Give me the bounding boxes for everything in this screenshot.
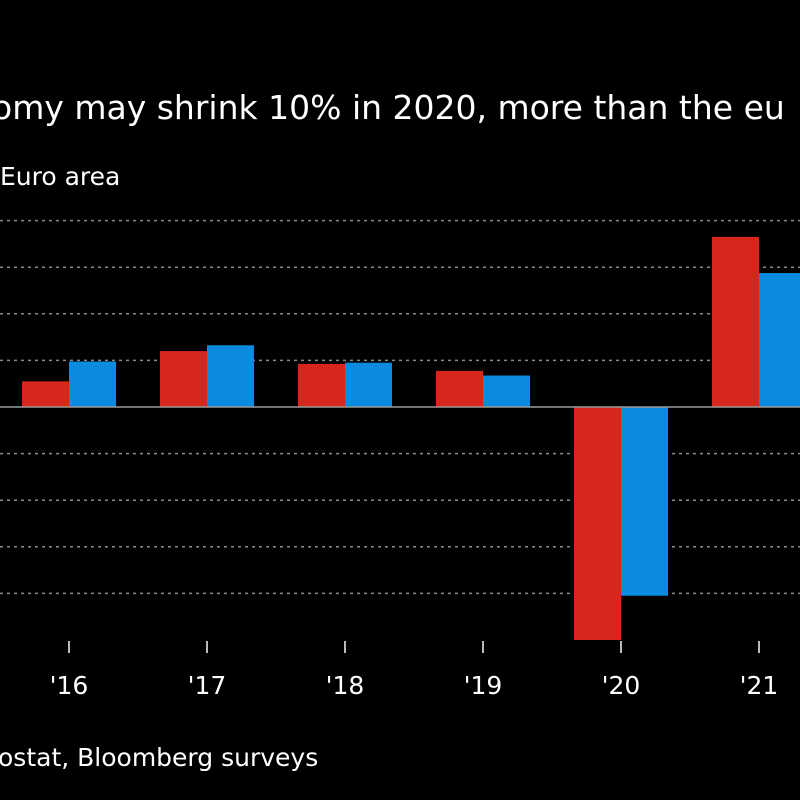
bar-16-series-1 bbox=[69, 361, 116, 407]
x-tick-label: '20 bbox=[602, 671, 641, 700]
x-axis-labels: '16 '17 '18 '19 '20 '21 bbox=[50, 671, 779, 700]
x-tick-label: '16 bbox=[50, 671, 89, 700]
bar-18-series-0 bbox=[298, 363, 345, 407]
bar-17-series-0 bbox=[160, 351, 207, 407]
bar-21-series-1 bbox=[759, 273, 800, 407]
bar-18-series-1 bbox=[345, 362, 392, 407]
legend-entry-euro-area: Euro area bbox=[0, 162, 121, 191]
source-note: ostat, Bloomberg surveys bbox=[0, 743, 319, 772]
bar-17-series-1 bbox=[207, 345, 254, 407]
x-tick-label: '17 bbox=[188, 671, 227, 700]
bar-16-series-0 bbox=[22, 381, 69, 407]
bar-20-series-0 bbox=[574, 407, 621, 640]
bar-20-series-1 bbox=[621, 407, 668, 596]
x-tick-label: '21 bbox=[740, 671, 779, 700]
chart-title: omy may shrink 10% in 2020, more than th… bbox=[0, 88, 785, 127]
bar-21-series-0 bbox=[712, 236, 759, 407]
bar-19-series-1 bbox=[483, 375, 530, 407]
bars bbox=[22, 236, 800, 640]
x-tick-label: '18 bbox=[326, 671, 365, 700]
x-axis-ticks bbox=[68, 641, 760, 653]
x-tick-label: '19 bbox=[464, 671, 503, 700]
bar-19-series-0 bbox=[436, 370, 483, 407]
